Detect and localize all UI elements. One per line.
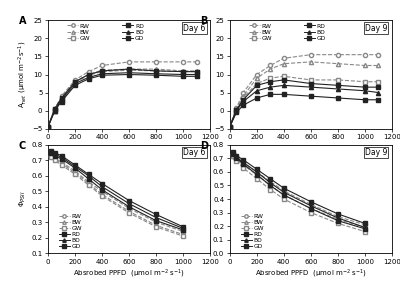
Text: D: D xyxy=(200,141,208,150)
Legend: RW, BW, GW, RD, BD, GD: RW, BW, GW, RD, BD, GD xyxy=(59,214,82,249)
Text: B: B xyxy=(200,16,208,26)
Y-axis label: Φ$_{PSII}$: Φ$_{PSII}$ xyxy=(18,191,28,207)
Text: Day 6: Day 6 xyxy=(183,148,205,157)
Text: Day 9: Day 9 xyxy=(365,24,387,33)
Text: A: A xyxy=(19,16,26,26)
Text: Day 9: Day 9 xyxy=(365,148,387,157)
Legend: RW, BW, GW, RD, BD, GD: RW, BW, GW, RD, BD, GD xyxy=(241,214,264,249)
X-axis label: Absrobed PPFD  (μmol m$^{-2}$ s$^{-1}$): Absrobed PPFD (μmol m$^{-2}$ s$^{-1}$) xyxy=(255,267,367,280)
Legend: RD, BD, GD: RD, BD, GD xyxy=(304,23,326,41)
X-axis label: Absrobed PPFD  (μmol m$^{-2}$ s$^{-1}$): Absrobed PPFD (μmol m$^{-2}$ s$^{-1}$) xyxy=(73,267,185,280)
Y-axis label: A$_{net}$ (μmol m$^{-2}$s$^{-1}$): A$_{net}$ (μmol m$^{-2}$s$^{-1}$) xyxy=(17,41,30,108)
Text: C: C xyxy=(19,141,26,150)
Legend: RD, BD, GD: RD, BD, GD xyxy=(122,23,144,41)
Text: Day 6: Day 6 xyxy=(183,24,205,33)
